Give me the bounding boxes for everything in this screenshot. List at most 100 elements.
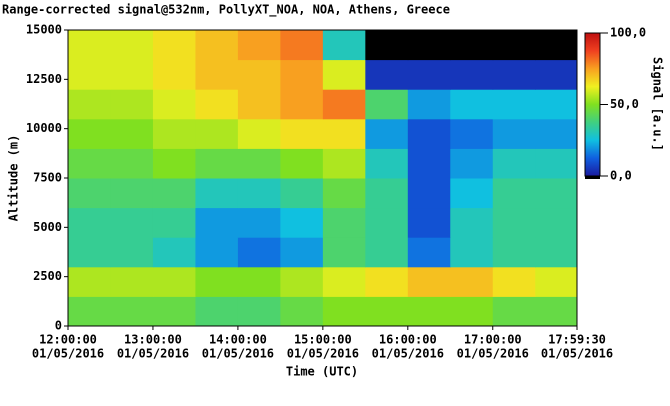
heatmap-cell bbox=[450, 296, 494, 327]
heatmap-cell bbox=[535, 237, 578, 268]
heatmap-cell bbox=[68, 118, 111, 149]
heatmap-cell bbox=[322, 207, 366, 238]
heatmap-cell bbox=[68, 237, 111, 268]
x-tick-label: 17:59:30 bbox=[548, 333, 606, 347]
heatmap-cell bbox=[492, 30, 536, 61]
heatmap-cell bbox=[110, 207, 154, 238]
heatmap-cell bbox=[280, 207, 324, 238]
colorbar-tick-label: 50,0 bbox=[610, 97, 639, 111]
heatmap-cell bbox=[322, 118, 366, 149]
heatmap-cell bbox=[110, 118, 154, 149]
heatmap-cell bbox=[152, 296, 196, 327]
heatmap-cell bbox=[110, 89, 154, 120]
heatmap-cell bbox=[407, 237, 451, 268]
heatmap-cell bbox=[280, 30, 324, 61]
heatmap-cell bbox=[492, 207, 536, 238]
x-axis-label: Time (UTC) bbox=[286, 365, 358, 379]
heatmap-cell bbox=[280, 296, 324, 327]
heatmap-cell bbox=[407, 30, 451, 61]
colorbar-tick-label: 0,0 bbox=[610, 169, 632, 183]
heatmap-cell bbox=[322, 237, 366, 268]
heatmap-cell bbox=[237, 148, 281, 179]
y-tick-label: 0 bbox=[55, 319, 62, 333]
heatmap-cell bbox=[492, 89, 536, 120]
heatmap-cell bbox=[237, 59, 281, 90]
heatmap-cell bbox=[237, 30, 281, 61]
heatmap-cell bbox=[152, 30, 196, 61]
heatmap-cell bbox=[450, 207, 494, 238]
heatmap-cell bbox=[68, 296, 111, 327]
heatmap-cell bbox=[450, 118, 494, 149]
heatmap-cell bbox=[492, 118, 536, 149]
heatmap-cell bbox=[407, 207, 451, 238]
heatmap-cell bbox=[68, 178, 111, 209]
heatmap-cell bbox=[322, 89, 366, 120]
heatmap-cell bbox=[365, 30, 409, 61]
heatmap-cell bbox=[280, 148, 324, 179]
heatmap-cell bbox=[365, 178, 409, 209]
heatmap-cell bbox=[237, 237, 281, 268]
x-tick-label: 15:00:00 bbox=[294, 333, 352, 347]
heatmap-cell bbox=[407, 59, 451, 90]
heatmap-cell bbox=[365, 148, 409, 179]
heatmap-cell bbox=[68, 59, 111, 90]
heatmap-cell bbox=[492, 148, 536, 179]
heatmap-cell bbox=[365, 266, 409, 297]
heatmap-cell bbox=[68, 266, 111, 297]
x-tick-date: 01/05/2016 bbox=[287, 347, 359, 361]
x-tick-date: 01/05/2016 bbox=[32, 347, 104, 361]
heatmap-cell bbox=[407, 296, 451, 327]
heatmap-cell bbox=[237, 266, 281, 297]
heatmap-cell bbox=[110, 178, 154, 209]
y-axis-label: Altitude (m) bbox=[7, 135, 21, 222]
heatmap-cell bbox=[280, 266, 324, 297]
x-tick-date: 01/05/2016 bbox=[457, 347, 529, 361]
heatmap-cell bbox=[535, 296, 578, 327]
x-tick-date: 01/05/2016 bbox=[372, 347, 444, 361]
heatmap-cell bbox=[492, 178, 536, 209]
heatmap-cell bbox=[535, 148, 578, 179]
heatmap-cell bbox=[450, 89, 494, 120]
heatmap-cell bbox=[68, 30, 111, 61]
heatmap-cell bbox=[450, 237, 494, 268]
colorbar-under bbox=[585, 176, 600, 179]
x-tick-label: 17:00:00 bbox=[464, 333, 522, 347]
heatmap-cell bbox=[68, 148, 111, 179]
heatmap-cell bbox=[535, 30, 578, 61]
heatmap-cell bbox=[195, 118, 239, 149]
x-tick-label: 14:00:00 bbox=[209, 333, 267, 347]
heatmap-cell bbox=[152, 89, 196, 120]
x-tick-date: 01/05/2016 bbox=[202, 347, 274, 361]
heatmap-cell bbox=[195, 89, 239, 120]
heatmap-cell bbox=[365, 89, 409, 120]
heatmap-cell bbox=[152, 266, 196, 297]
heatmap-cell bbox=[195, 296, 239, 327]
heatmap-cell bbox=[365, 207, 409, 238]
heatmap-cell bbox=[237, 296, 281, 327]
y-tick-label: 15000 bbox=[26, 23, 62, 37]
heatmap-cell bbox=[195, 266, 239, 297]
x-tick-date: 01/05/2016 bbox=[117, 347, 189, 361]
heatmap-cell bbox=[110, 266, 154, 297]
chart-title: Range-corrected signal@532nm, PollyXT_NO… bbox=[2, 3, 450, 18]
x-tick-date: 01/05/2016 bbox=[541, 347, 613, 361]
heatmap-cell bbox=[68, 207, 111, 238]
heatmap-cell bbox=[195, 178, 239, 209]
heatmap-cell bbox=[110, 30, 154, 61]
y-tick-label: 2500 bbox=[33, 269, 62, 283]
heatmap-cell bbox=[237, 178, 281, 209]
heatmap-cell bbox=[322, 59, 366, 90]
heatmap-cell bbox=[450, 30, 494, 61]
heatmap-cell bbox=[195, 148, 239, 179]
heatmap-cell bbox=[110, 237, 154, 268]
heatmap-cell bbox=[365, 59, 409, 90]
heatmap-cell bbox=[152, 59, 196, 90]
heatmap-cell bbox=[280, 237, 324, 268]
heatmap-cell bbox=[407, 178, 451, 209]
heatmap-cell bbox=[492, 296, 536, 327]
heatmap-cell bbox=[535, 178, 578, 209]
heatmap-cell bbox=[152, 237, 196, 268]
heatmap-cell bbox=[407, 266, 451, 297]
heatmap-cell bbox=[280, 118, 324, 149]
